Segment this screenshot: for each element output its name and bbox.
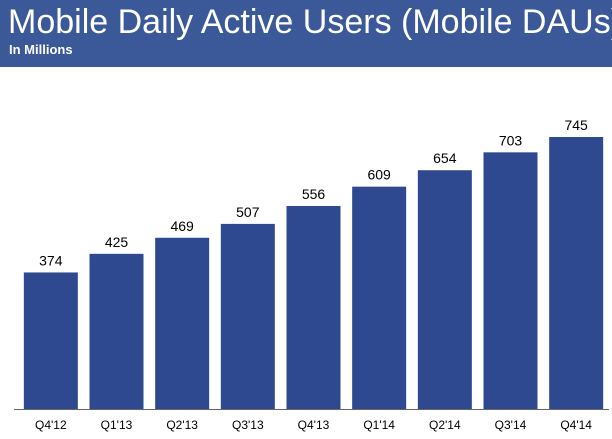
data-label-5: 609 — [367, 167, 391, 183]
bar-5 — [352, 186, 407, 409]
x-tick-label-7: Q3'14 — [495, 418, 527, 432]
data-label-6: 654 — [433, 150, 457, 166]
data-label-4: 556 — [302, 186, 326, 202]
x-tick-label-8: Q4'14 — [560, 418, 592, 432]
bar-7 — [483, 152, 538, 409]
x-tick-label-4: Q4'13 — [298, 418, 330, 432]
data-label-1: 425 — [105, 234, 129, 250]
data-label-8: 745 — [564, 117, 588, 133]
x-tick-label-6: Q2'14 — [429, 418, 461, 432]
chart-subtitle: In Millions — [9, 42, 73, 57]
x-tick-label-2: Q2'13 — [166, 418, 198, 432]
x-tick-label-1: Q1'13 — [101, 418, 133, 432]
chart-header: Mobile Daily Active Users (Mobile DAUs) … — [0, 0, 612, 67]
x-tick-label-3: Q3'13 — [232, 418, 264, 432]
bar-0 — [23, 272, 78, 409]
chart-title: Mobile Daily Active Users (Mobile DAUs) — [8, 3, 612, 41]
bar-2 — [155, 237, 210, 409]
bar-6 — [417, 170, 472, 409]
data-label-3: 507 — [236, 204, 260, 220]
bar-3 — [220, 223, 275, 409]
x-tick-label-0: Q4'12 — [35, 418, 67, 432]
bar-4 — [286, 206, 341, 409]
bar-1 — [89, 253, 144, 409]
bar-8 — [549, 137, 604, 409]
data-label-2: 469 — [170, 218, 194, 234]
data-label-7: 703 — [499, 132, 523, 148]
x-tick-label-5: Q1'14 — [363, 418, 395, 432]
data-label-0: 374 — [39, 252, 63, 268]
